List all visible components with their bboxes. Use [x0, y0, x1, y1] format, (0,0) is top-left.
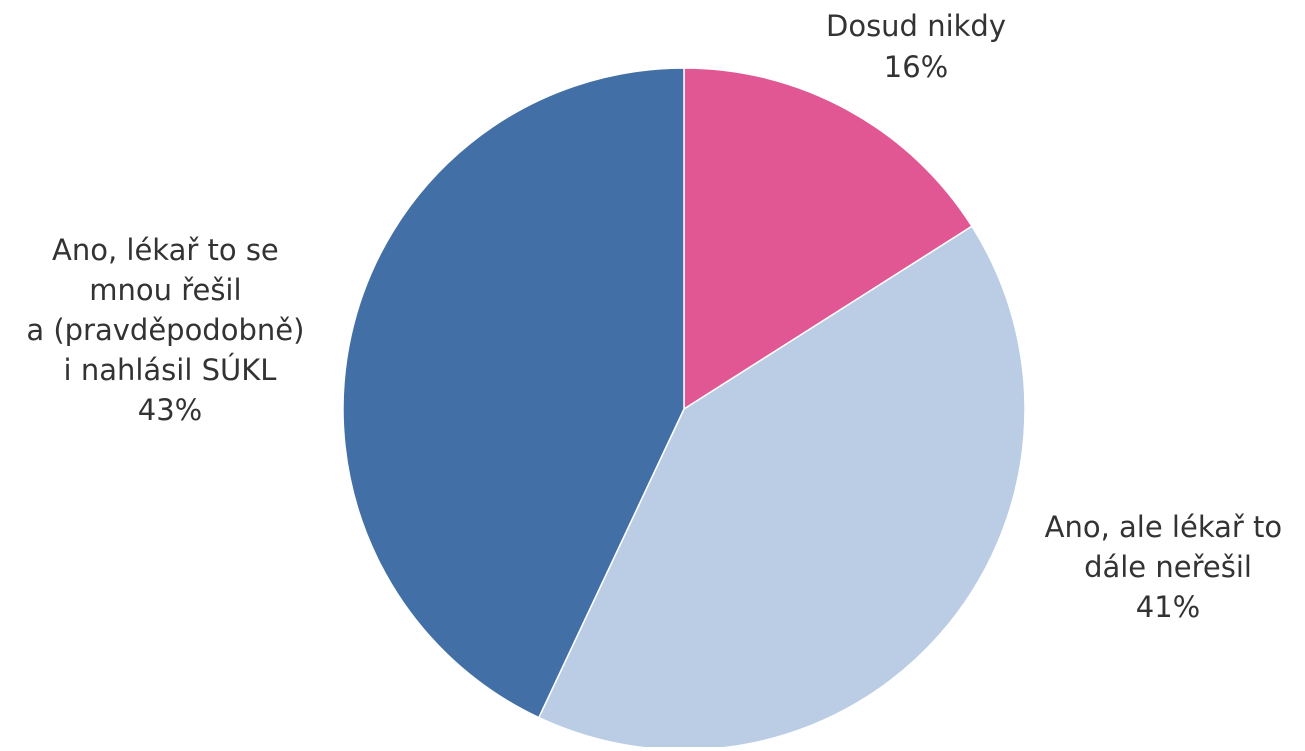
- slice-label-ano-lekar-nahlasil: Ano, lékař to se mnou řešil a (pravděpod…: [26, 233, 313, 387]
- slice-value-ano-lekar-nahlasil: 43%: [138, 393, 202, 427]
- slice-label-ano-ale-lekar-line-1: Ano, ale lékař to: [1045, 510, 1283, 544]
- slice-label-ano-lekar-nahlasil-line-1: Ano, lékař to se: [52, 233, 279, 267]
- slice-label-ano-ale-lekar: Ano, ale lékař to dále neřešil: [1045, 510, 1292, 584]
- pie-slice-dosud-nikdy: [683, 67, 973, 411]
- slice-label-ano-lekar-nahlasil-line-2: mnou řešil: [89, 273, 241, 307]
- slice-label-ano-lekar-nahlasil-line-4: i nahlásil SÚKL: [64, 353, 277, 387]
- pie-slices: [342, 67, 1026, 751]
- slice-value-dosud-nikdy: 16%: [884, 50, 948, 84]
- slice-label-ano-lekar-nahlasil-line-3: a (pravděpodobně): [26, 313, 304, 347]
- slice-value-ano-ale-lekar: 41%: [1136, 590, 1200, 624]
- pie-slice-ano-lekar-nahlasil: [342, 67, 685, 719]
- slice-label-dosud-nikdy: Dosud nikdy: [826, 9, 1006, 43]
- slice-label-ano-ale-lekar-line-2: dále neřešil: [1084, 550, 1252, 584]
- slice-label-dosud-nikdy-line: Dosud nikdy: [826, 9, 1006, 43]
